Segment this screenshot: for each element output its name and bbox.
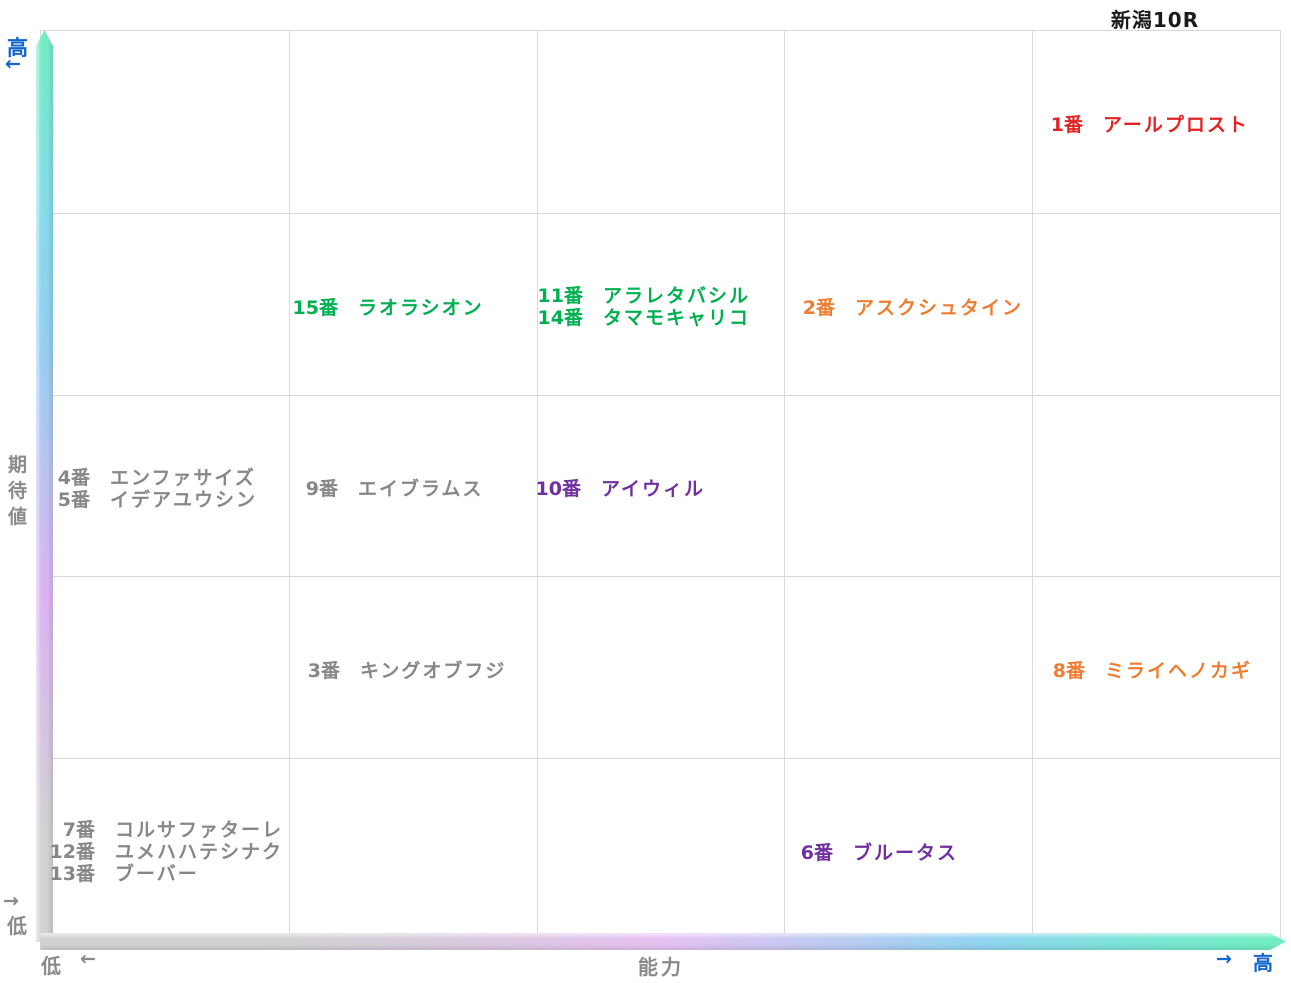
y-axis-low-arrow-icon: → (3, 890, 19, 912)
horse-line: 14番 タマモキャリコ (537, 307, 750, 329)
horse-name: アラレタバシル (603, 285, 751, 307)
horse-entry: 15番 ラオラシオン (292, 297, 484, 319)
grid-line-vertical (536, 31, 538, 940)
horse-line: 15番 ラオラシオン (292, 297, 484, 319)
grid-line-horizontal (41, 758, 1280, 760)
grid-line-horizontal (41, 212, 1280, 214)
x-axis-high-label: 高 (1253, 951, 1273, 975)
grid-line-vertical (784, 31, 786, 940)
horse-entry: 6番 ブルータス (787, 842, 958, 864)
horse-number: 5番 (57, 489, 90, 511)
horse-name: エイブラムス (358, 478, 484, 500)
y-axis-title: 期待値 (7, 454, 27, 528)
horse-name: アイウィル (601, 478, 706, 500)
horse-entry: 7番 コルサファターレ 12番 ユメハハテシナク 13番 ブーバー (49, 819, 283, 885)
horse-number: 15番 (292, 297, 338, 319)
y-axis-high-arrow-icon: ← (5, 53, 21, 75)
horse-entry: 10番 アイウィル (535, 478, 705, 500)
y-axis-gradient-bar (36, 30, 53, 942)
horse-number: 12番 (49, 841, 95, 863)
horse-name: キングオブフジ (360, 660, 507, 682)
horse-line: 5番 イデアユウシン (44, 489, 257, 511)
horse-number: 6番 (800, 842, 833, 864)
horse-number: 14番 (537, 307, 583, 329)
horse-entry: 11番 アラレタバシル 14番 タマモキャリコ (537, 285, 750, 329)
horse-entry: 1番 アールプロスト (1037, 114, 1249, 136)
horse-line: 4番 エンファサイズ (44, 467, 257, 489)
horse-number: 8番 (1052, 660, 1085, 682)
horse-entry: 3番 キングオブフジ (294, 660, 506, 682)
horse-line: 9番 エイブラムス (292, 478, 483, 500)
horse-name: イデアユウシン (110, 489, 258, 511)
horse-entry: 9番 エイブラムス (292, 478, 483, 500)
horse-line: 1番 アールプロスト (1037, 114, 1249, 136)
horse-name: アスクシュタイン (855, 297, 1024, 319)
horse-number: 2番 (802, 297, 835, 319)
grid-line-vertical (1032, 31, 1034, 940)
horse-name: ラオラシオン (358, 297, 484, 319)
y-axis-low-label: 低 (7, 914, 27, 938)
x-axis-gradient-bar (40, 933, 1286, 950)
horse-name: ブーバー (115, 863, 199, 885)
horse-line: 7番 コルサファターレ (49, 819, 283, 841)
horse-name: アールプロスト (1103, 114, 1249, 136)
horse-number: 1番 (1050, 114, 1083, 136)
horse-number: 11番 (537, 285, 583, 307)
horse-number: 10番 (535, 478, 581, 500)
horse-line: 2番 アスクシュタイン (789, 297, 1023, 319)
horse-name: ユメハハテシナク (115, 841, 284, 863)
horse-line: 10番 アイウィル (535, 478, 705, 500)
horse-name: ブルータス (853, 842, 959, 864)
x-axis-title: 能力 (638, 955, 684, 979)
horse-number: 3番 (307, 660, 340, 682)
horse-number: 13番 (49, 863, 95, 885)
horse-name: ミライヘノカギ (1105, 660, 1253, 682)
y-axis-high-label: 高 (7, 36, 28, 60)
horse-line: 8番 ミライヘノカギ (1039, 660, 1252, 682)
plot-area (40, 30, 1281, 941)
chart-title: 新潟10R (1110, 8, 1200, 32)
x-axis-low-label: 低 (41, 954, 61, 978)
grid-line-horizontal (41, 394, 1280, 396)
horse-name: エンファサイズ (110, 467, 256, 489)
horse-entry: 8番 ミライヘノカギ (1039, 660, 1252, 682)
grid-line-horizontal (41, 576, 1280, 578)
grid-line-vertical (288, 31, 290, 940)
horse-line: 12番 ユメハハテシナク (49, 841, 283, 863)
horse-name: タマモキャリコ (603, 307, 751, 329)
horse-number: 4番 (57, 467, 90, 489)
horse-line: 11番 アラレタバシル (537, 285, 750, 307)
horse-entry: 2番 アスクシュタイン (789, 297, 1023, 319)
horse-line: 3番 キングオブフジ (294, 660, 506, 682)
x-axis-low-arrow-icon: ← (80, 948, 96, 970)
horse-number: 7番 (62, 819, 95, 841)
horse-number: 9番 (305, 478, 338, 500)
x-axis-high-arrow-icon: → (1216, 948, 1232, 970)
horse-entry: 4番 エンファサイズ 5番 イデアユウシン (44, 467, 257, 511)
horse-line: 6番 ブルータス (787, 842, 958, 864)
horse-line: 13番 ブーバー (49, 863, 283, 885)
horse-name: コルサファターレ (115, 819, 284, 841)
